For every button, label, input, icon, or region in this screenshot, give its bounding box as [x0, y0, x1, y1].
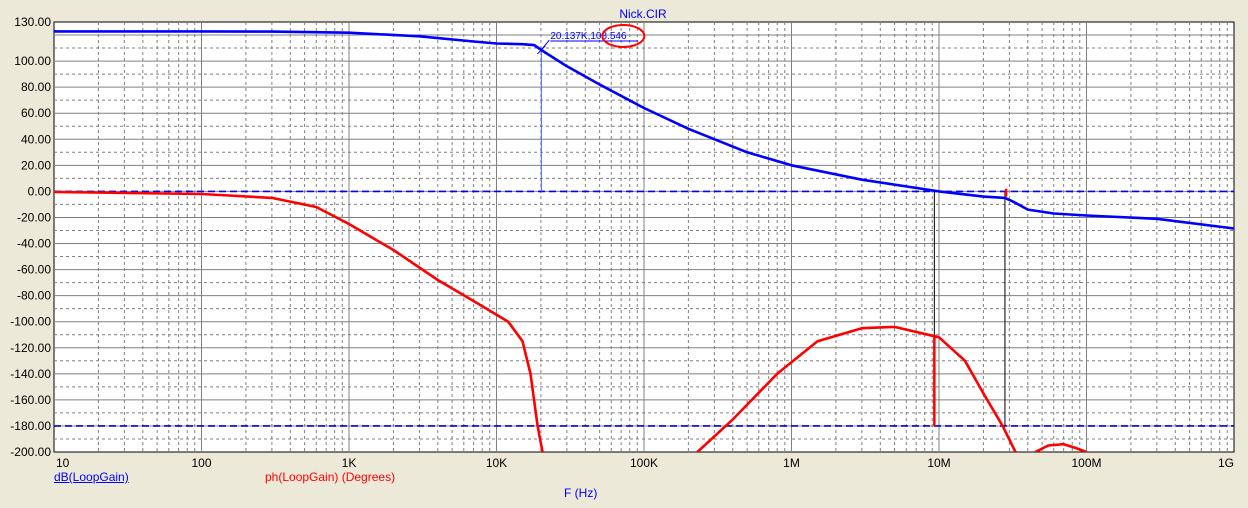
- annotation-group: 20.137K,108.546: [536, 23, 646, 55]
- y-tick-label: 40.00: [21, 132, 51, 146]
- x-tick-label: 10M: [927, 456, 950, 470]
- legend-magnitude[interactable]: dB(LoopGain): [54, 470, 129, 484]
- y-tick-label: 100.00: [14, 54, 51, 68]
- annotation-text: 20.137K,108.546: [550, 31, 627, 42]
- x-tick-label: 100M: [1071, 456, 1101, 470]
- series-line-magnitude: [54, 30, 1235, 230]
- y-tick-label: -100.00: [10, 315, 51, 329]
- chart-title: Nick.CIR: [619, 7, 667, 21]
- tick-labels: 130.00 100.00 80.00 60.00 40.00 20.00 0.00 -20.…: [10, 15, 1234, 470]
- legend-phase[interactable]: ph(LoopGain) (Degrees): [265, 470, 396, 484]
- y-tick-label: 60.00: [21, 106, 51, 120]
- y-tick-label: -200.00: [10, 445, 51, 459]
- y-tick-label: -120.00: [10, 341, 51, 355]
- y-tick-label: 0.00: [28, 184, 52, 198]
- x-tick-label: 100K: [630, 456, 658, 470]
- x-tick-label: 1M: [783, 456, 800, 470]
- y-tick-label: 130.00: [14, 15, 51, 29]
- y-tick-label: -60.00: [17, 263, 51, 277]
- x-axis-label: F (Hz): [564, 486, 598, 500]
- y-tick-label: -20.00: [17, 210, 51, 224]
- x-tick-label: 100: [191, 456, 211, 470]
- y-tick-label: -180.00: [10, 419, 51, 433]
- x-tick-label: 1G: [1218, 456, 1234, 470]
- x-tick-label: 1K: [342, 456, 357, 470]
- series-line-phase-2: [696, 325, 1017, 452]
- grid: [54, 22, 1234, 452]
- series-group: [54, 30, 1235, 452]
- series-line-phase-1: [54, 190, 544, 452]
- y-tick-label: -80.00: [17, 289, 51, 303]
- x-tick-label: 10K: [486, 456, 507, 470]
- y-tick-label: 80.00: [21, 80, 51, 94]
- series-line-phase-3: [1034, 442, 1087, 452]
- y-tick-label: -160.00: [10, 393, 51, 407]
- y-tick-label: -140.00: [10, 367, 51, 381]
- annotation-leader: [540, 39, 550, 51]
- y-tick-label: -40.00: [17, 237, 51, 251]
- x-tick-label: 10: [56, 456, 70, 470]
- reference-lines: [54, 190, 1234, 427]
- y-tick-label: 20.00: [21, 158, 51, 172]
- annotation-highlight-circle: [601, 23, 646, 48]
